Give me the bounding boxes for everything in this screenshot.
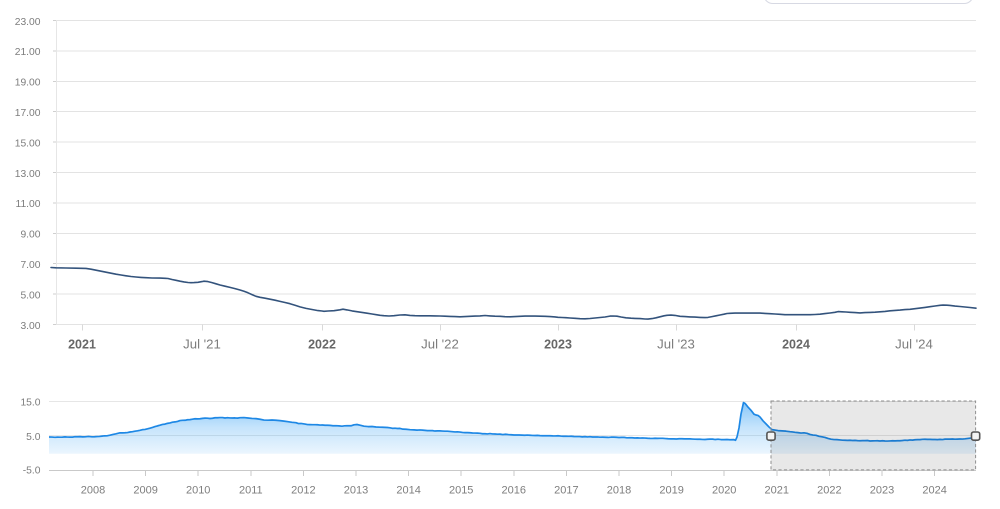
svg-text:2023: 2023 [870,484,894,496]
svg-text:13.00: 13.00 [15,169,41,180]
svg-text:2021: 2021 [68,338,96,352]
svg-text:9.00: 9.00 [20,230,40,241]
svg-text:Jul '21: Jul '21 [183,337,221,352]
svg-text:2009: 2009 [133,484,157,496]
svg-text:2010: 2010 [186,484,210,496]
svg-text:2024: 2024 [922,484,946,496]
svg-text:15.00: 15.00 [15,138,41,149]
svg-text:2008: 2008 [81,484,105,496]
svg-text:-5.0: -5.0 [23,466,41,477]
svg-text:Jul '24: Jul '24 [895,337,933,352]
svg-text:5.00: 5.00 [20,290,40,301]
svg-text:11.00: 11.00 [15,199,40,210]
svg-text:Jul '22: Jul '22 [421,337,459,352]
svg-text:15.0: 15.0 [20,398,40,409]
svg-text:2022: 2022 [817,484,841,496]
svg-text:21.00: 21.00 [15,47,41,58]
svg-text:2013: 2013 [344,484,368,496]
svg-text:2014: 2014 [396,484,420,496]
svg-text:Jul '23: Jul '23 [657,337,695,352]
svg-text:2018: 2018 [607,484,631,496]
svg-text:2024: 2024 [782,338,810,352]
svg-text:2017: 2017 [554,484,578,496]
svg-text:7.00: 7.00 [20,260,40,271]
svg-text:2020: 2020 [712,484,736,496]
svg-text:2016: 2016 [502,484,526,496]
svg-text:3.00: 3.00 [20,321,40,332]
svg-text:2022: 2022 [308,338,336,352]
svg-text:5.0: 5.0 [26,432,41,443]
svg-text:2021: 2021 [765,484,789,496]
svg-text:2011: 2011 [239,484,263,496]
svg-text:23.00: 23.00 [15,17,41,28]
svg-text:2012: 2012 [291,484,315,496]
svg-text:2019: 2019 [659,484,683,496]
svg-text:17.00: 17.00 [15,108,41,119]
svg-text:2015: 2015 [449,484,473,496]
svg-text:19.00: 19.00 [15,78,41,89]
svg-text:2023: 2023 [544,338,572,352]
